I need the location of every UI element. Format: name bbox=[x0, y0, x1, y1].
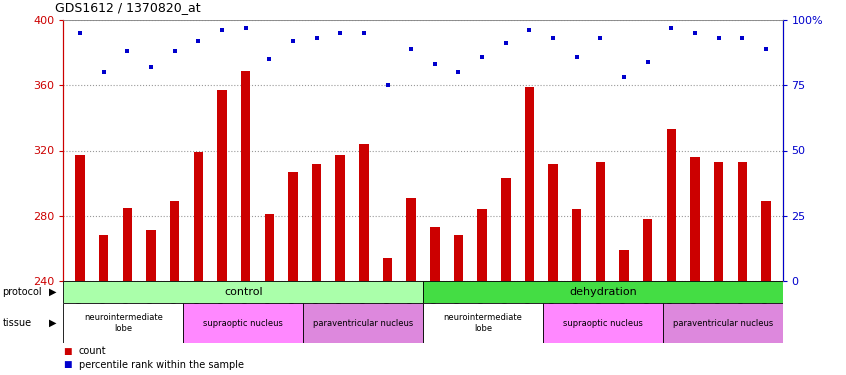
Bar bbox=[360, 144, 369, 281]
Text: paraventricular nucleus: paraventricular nucleus bbox=[313, 318, 413, 327]
Bar bbox=[761, 201, 771, 281]
Bar bbox=[406, 198, 416, 281]
Text: supraoptic nucleus: supraoptic nucleus bbox=[563, 318, 643, 327]
Bar bbox=[501, 178, 510, 281]
Bar bbox=[619, 250, 629, 281]
Bar bbox=[312, 164, 321, 281]
Bar bbox=[288, 172, 298, 281]
FancyBboxPatch shape bbox=[662, 303, 783, 343]
Text: ■: ■ bbox=[63, 347, 72, 356]
Text: paraventricular nucleus: paraventricular nucleus bbox=[673, 318, 772, 327]
Bar bbox=[738, 162, 747, 281]
FancyBboxPatch shape bbox=[303, 303, 423, 343]
Bar bbox=[572, 209, 581, 281]
Bar bbox=[667, 129, 676, 281]
Bar bbox=[99, 236, 108, 281]
Bar bbox=[75, 155, 85, 281]
Text: ▶: ▶ bbox=[49, 318, 57, 328]
FancyBboxPatch shape bbox=[423, 281, 783, 303]
Bar bbox=[336, 155, 345, 281]
Text: ▶: ▶ bbox=[49, 287, 57, 297]
Bar bbox=[170, 201, 179, 281]
Bar bbox=[548, 164, 558, 281]
Bar bbox=[714, 162, 723, 281]
FancyBboxPatch shape bbox=[184, 303, 303, 343]
Bar bbox=[643, 219, 652, 281]
Bar bbox=[525, 87, 534, 281]
Text: ■: ■ bbox=[63, 360, 72, 369]
Bar bbox=[194, 152, 203, 281]
Text: percentile rank within the sample: percentile rank within the sample bbox=[79, 360, 244, 370]
Bar bbox=[596, 162, 605, 281]
Text: supraoptic nucleus: supraoptic nucleus bbox=[203, 318, 283, 327]
Bar bbox=[453, 236, 464, 281]
Text: neurointermediate
lobe: neurointermediate lobe bbox=[84, 313, 162, 333]
Bar bbox=[690, 157, 700, 281]
Text: tissue: tissue bbox=[3, 318, 31, 328]
Bar bbox=[217, 90, 227, 281]
Bar bbox=[265, 214, 274, 281]
FancyBboxPatch shape bbox=[63, 303, 184, 343]
Bar bbox=[146, 230, 156, 281]
Text: GDS1612 / 1370820_at: GDS1612 / 1370820_at bbox=[55, 2, 201, 14]
Bar bbox=[477, 209, 486, 281]
Text: protocol: protocol bbox=[3, 287, 42, 297]
Text: neurointermediate
lobe: neurointermediate lobe bbox=[443, 313, 522, 333]
Bar bbox=[382, 258, 393, 281]
Bar bbox=[430, 227, 440, 281]
Bar bbox=[241, 70, 250, 281]
FancyBboxPatch shape bbox=[63, 281, 423, 303]
Text: control: control bbox=[224, 287, 262, 297]
Text: count: count bbox=[79, 346, 107, 356]
FancyBboxPatch shape bbox=[543, 303, 662, 343]
Bar bbox=[123, 208, 132, 281]
Text: dehydration: dehydration bbox=[569, 287, 637, 297]
FancyBboxPatch shape bbox=[423, 303, 543, 343]
